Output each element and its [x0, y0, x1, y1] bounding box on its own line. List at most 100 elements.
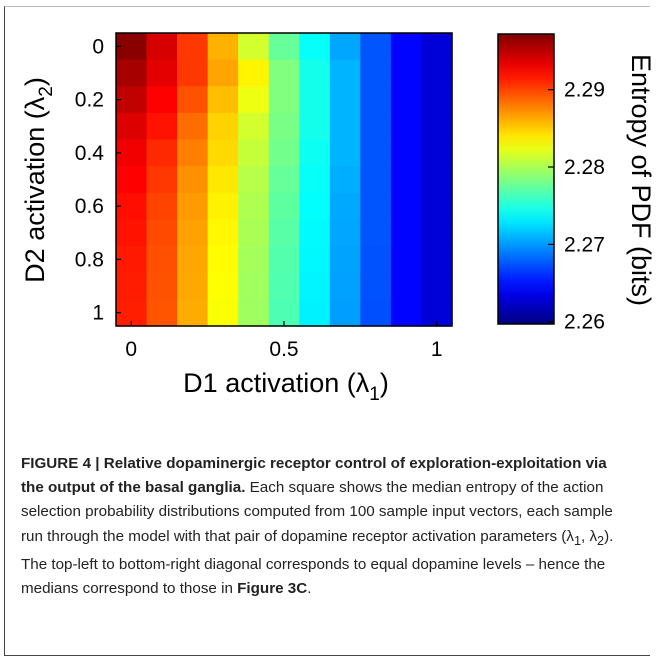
heatmap-cell [299, 272, 331, 300]
heatmap-cell [116, 192, 148, 221]
heatmap-cell [268, 192, 300, 221]
heatmap-cell [421, 166, 453, 194]
heatmap-cell [146, 139, 178, 167]
x-axis-ticks: 0 0.5 1 [125, 321, 443, 361]
heatmap-cell [207, 246, 239, 274]
heatmap-cell [177, 219, 209, 247]
y-tick-label: 0.6 [75, 195, 104, 218]
x-axis-title: D1 activation (λ1) [183, 368, 389, 405]
heatmap-cell [421, 86, 453, 114]
heatmap-cell [329, 219, 361, 247]
heatmap-cell [177, 59, 209, 87]
heatmap-cell [146, 33, 178, 61]
heatmap-cell [207, 219, 239, 247]
heatmap-cell [177, 272, 209, 300]
heatmap-cell [238, 299, 270, 327]
heatmap-cell [238, 272, 270, 300]
x-tick-label: 0.5 [269, 338, 298, 361]
heatmap-cell [116, 139, 148, 167]
colorbar-tick-label: 2.27 [564, 233, 605, 256]
heatmap-cell [146, 86, 178, 114]
heatmap-cell [360, 86, 392, 114]
heatmap-cell [360, 139, 392, 167]
heatmap-cell [238, 112, 270, 141]
heatmap-cell [238, 33, 270, 61]
heatmap-cell [207, 112, 239, 141]
caption-body-1: Each square shows the median entropy of … [21, 479, 613, 545]
heatmap-cell [360, 246, 392, 274]
colorbar-tick-label: 2.29 [564, 79, 605, 102]
y-tick-label: 0 [92, 35, 104, 58]
heatmap-cell [360, 219, 392, 247]
figure-frame [4, 6, 650, 656]
heatmap-cell [299, 166, 331, 194]
heatmap-cell [146, 219, 178, 247]
colorbar-tick-label: 2.28 [564, 156, 605, 179]
heatmap-cell [177, 166, 209, 194]
heatmap-cell [238, 86, 270, 114]
caption-end: . [307, 580, 312, 598]
heatmap-cell [360, 59, 392, 87]
heatmap-cell [116, 59, 148, 87]
heatmap-cell [268, 139, 300, 167]
heatmap-cell [238, 139, 270, 167]
heatmap-cell [177, 86, 209, 114]
heatmap-cell [421, 272, 453, 300]
heatmap-cell [421, 139, 453, 167]
heatmap-cell [116, 33, 148, 61]
heatmap-cell [207, 139, 239, 167]
heatmap-cell [238, 59, 270, 87]
heatmap-cell [299, 139, 331, 167]
heatmap-cell [146, 192, 178, 221]
heatmap-cell [207, 299, 239, 327]
heatmap-cell [299, 112, 331, 141]
y-tick-label: 0.2 [75, 89, 104, 112]
heatmap-cell [329, 299, 361, 327]
heatmap-cell [238, 219, 270, 247]
heatmap-cell [116, 219, 148, 247]
heatmap-cell [390, 272, 423, 300]
caption-body-2: , λ [581, 527, 598, 545]
heatmap-chart: 0 0.5 1 00.20.40.60.81 D1 activation (λ1) … [20, 32, 656, 405]
heatmap-cell [268, 33, 300, 61]
heatmap-cell [329, 272, 361, 300]
heatmap-cell [299, 246, 331, 274]
heatmap-cell [329, 246, 361, 274]
colorbar-gradient [497, 33, 555, 325]
heatmap-cell [360, 272, 392, 300]
caption-figure-ref: Figure 3C [237, 580, 308, 598]
heatmap-cell [360, 299, 392, 327]
heatmap-cell [360, 112, 392, 141]
heatmap-cell [390, 219, 423, 247]
heatmap-cell [116, 112, 148, 141]
y-axis-title: D2 activation (λ2) [20, 77, 57, 283]
heatmap-cell [146, 166, 178, 194]
heatmap-cell [116, 272, 148, 300]
colorbar-label: Entropy of PDF (bits) [626, 54, 656, 306]
heatmap-cell [177, 139, 209, 167]
heatmap-cell [268, 272, 300, 300]
heatmap-cell [116, 166, 148, 194]
colorbar-tick-label: 2.26 [564, 311, 605, 334]
heatmap-cell [421, 246, 453, 274]
heatmap-cell [360, 166, 392, 194]
heatmap-cell [329, 86, 361, 114]
heatmap-cell [329, 192, 361, 221]
heatmap-cell [360, 33, 392, 61]
heatmap-cell [207, 272, 239, 300]
heatmap-cell [390, 192, 423, 221]
heatmap-cell [390, 33, 423, 61]
heatmap-cell [177, 299, 209, 327]
heatmap-cell [390, 86, 423, 114]
heatmap-cell [238, 166, 270, 194]
caption-sub-1: 1 [573, 533, 581, 548]
heatmap-cell [329, 59, 361, 87]
heatmap-cell [390, 112, 423, 141]
heatmap-cell [299, 86, 331, 114]
heatmap-cell [329, 139, 361, 167]
heatmap-cell [207, 33, 239, 61]
heatmap-cell [299, 192, 331, 221]
heatmap-cell [390, 299, 423, 327]
heatmap-cell [146, 272, 178, 300]
heatmap-cell [207, 86, 239, 114]
